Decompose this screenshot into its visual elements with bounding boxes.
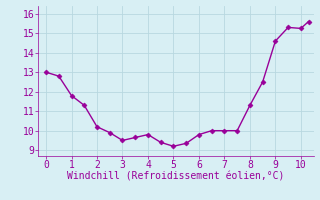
X-axis label: Windchill (Refroidissement éolien,°C): Windchill (Refroidissement éolien,°C) [67, 172, 285, 182]
